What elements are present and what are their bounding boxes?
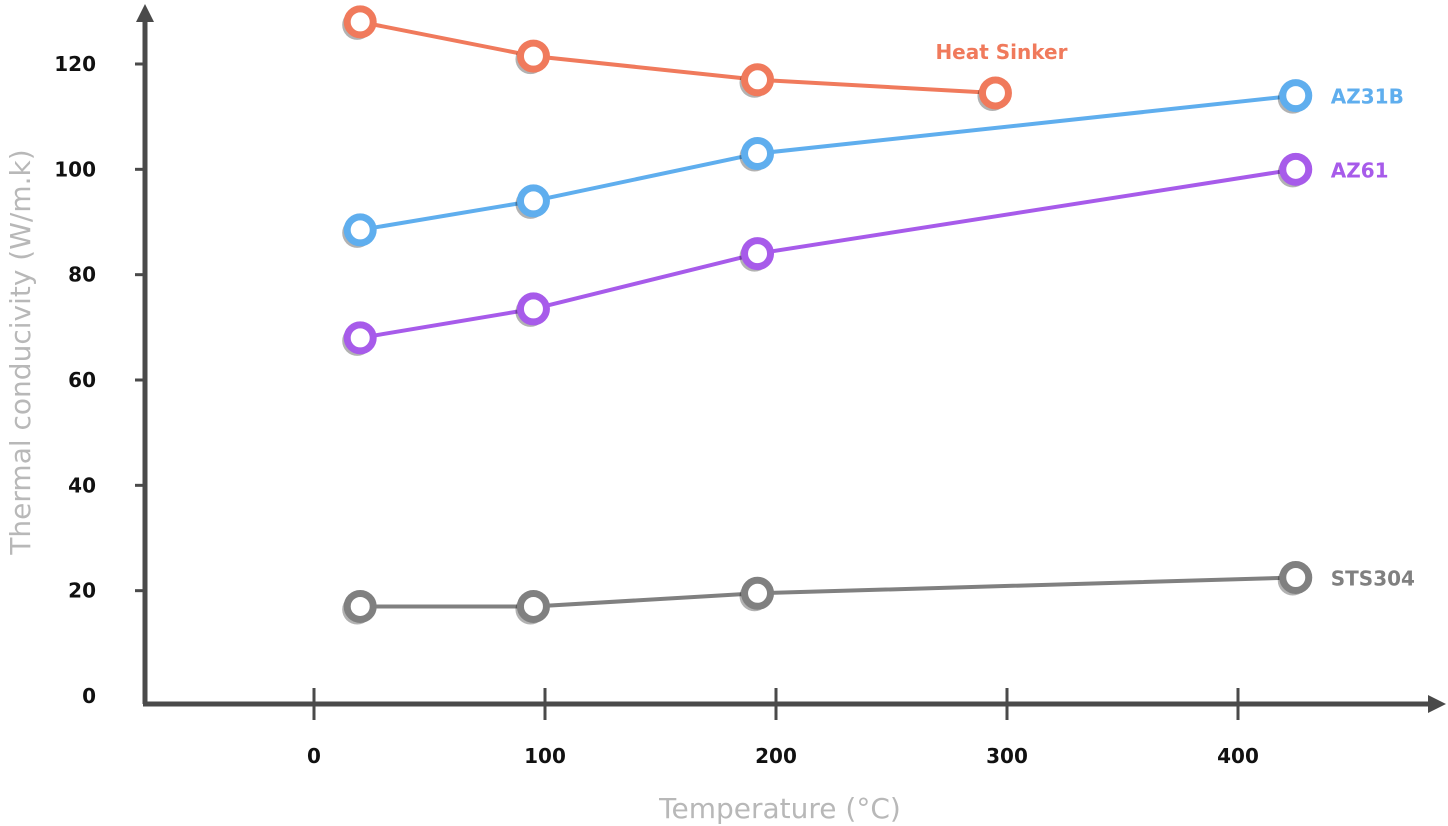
data-point	[1279, 561, 1313, 594]
series-heat-sinker: Heat Sinker	[342, 5, 1068, 111]
data-point	[516, 39, 550, 73]
series-az61: AZ61	[342, 152, 1389, 356]
series-line	[358, 167, 1298, 340]
axes	[136, 4, 1446, 713]
data-point	[343, 321, 377, 355]
x-tick-label: 400	[1217, 744, 1259, 768]
data-point	[343, 589, 377, 623]
x-axis-arrow	[1428, 695, 1446, 713]
data-point	[1279, 152, 1313, 186]
data-point	[1279, 79, 1313, 113]
y-tick-label: 60	[68, 368, 96, 392]
x-tick-label: 200	[755, 744, 797, 768]
series-label: AZ61	[1331, 158, 1389, 182]
y-tick-label: 80	[68, 263, 96, 287]
x-tick-label: 300	[986, 744, 1028, 768]
y-tick-label: 0	[82, 684, 96, 708]
data-point	[741, 576, 775, 610]
series-label: Heat Sinker	[935, 40, 1067, 64]
data-point	[978, 76, 1012, 110]
data-point	[516, 184, 550, 218]
series-line	[358, 93, 1298, 232]
series-az31b: AZ31B	[342, 79, 1404, 248]
series-label: AZ31B	[1331, 85, 1404, 109]
series-line	[358, 19, 998, 95]
y-axis-arrow	[136, 4, 154, 22]
y-axis-title: Thermal conducivity (W/m.k)	[4, 149, 37, 555]
y-tick-label: 120	[54, 52, 96, 76]
data-point	[741, 63, 775, 97]
x-tick-label: 0	[307, 744, 321, 768]
ticks: 0 20 40 60 80 100 120 0 100 200 300 400	[54, 52, 1259, 768]
data-point	[516, 589, 550, 623]
data-point	[741, 237, 775, 271]
series-sts304: STS304	[342, 561, 1415, 625]
series-line	[358, 575, 1298, 609]
data-point	[516, 292, 550, 326]
series-layer: Heat Sinker AZ31B AZ61 STS304	[342, 5, 1415, 625]
data-point	[343, 5, 377, 39]
y-tick-label: 40	[68, 473, 96, 497]
y-tick-label: 100	[54, 157, 96, 181]
series-label: STS304	[1331, 567, 1415, 591]
y-tick-label: 20	[68, 579, 96, 603]
x-tick-label: 100	[524, 744, 566, 768]
data-point	[741, 137, 775, 171]
data-point	[343, 213, 377, 247]
x-axis-title: Temperature (°C)	[658, 792, 901, 825]
